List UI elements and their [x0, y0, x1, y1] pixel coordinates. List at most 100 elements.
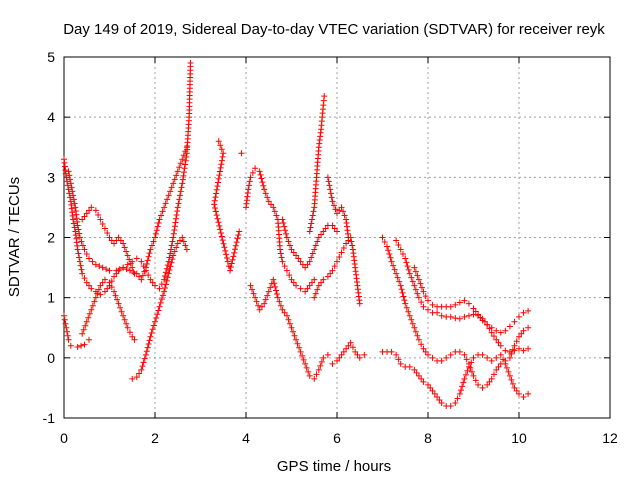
data-point [509, 380, 516, 387]
data-point [144, 344, 151, 351]
data-point [230, 253, 237, 260]
data-point [138, 276, 145, 283]
data-point [123, 266, 130, 273]
data-point [508, 376, 515, 383]
data-point [138, 258, 145, 265]
x-tick-label: 4 [242, 430, 250, 446]
data-point [438, 312, 445, 319]
data-point [97, 216, 104, 223]
data-point [454, 395, 461, 402]
data-point [273, 287, 280, 294]
data-point [164, 196, 171, 203]
data-point [397, 282, 404, 289]
data-point [320, 228, 327, 235]
y-tick-label: 0 [47, 350, 55, 366]
data-point [222, 247, 229, 254]
data-point [158, 212, 165, 219]
data-point [500, 356, 507, 363]
data-point [409, 320, 416, 327]
data-point [273, 291, 280, 298]
data-point [173, 215, 180, 222]
data-point [490, 371, 497, 378]
data-point [411, 282, 418, 289]
data-point [281, 223, 288, 230]
data-point [318, 231, 325, 238]
data-point [286, 320, 293, 327]
data-point [506, 348, 513, 355]
data-point [324, 351, 331, 358]
data-point [221, 244, 228, 251]
data-point [408, 316, 415, 323]
data-point [280, 220, 287, 227]
data-point [311, 294, 318, 301]
data-point [64, 178, 71, 185]
data-point [70, 220, 77, 227]
data-point [215, 179, 222, 186]
data-point [324, 273, 331, 280]
data-point [92, 261, 99, 268]
data-point [69, 188, 76, 195]
data-point [502, 360, 509, 367]
data-point [149, 279, 156, 286]
data-point [82, 322, 89, 329]
y-axis-label: SDTVAR / TECUs [6, 177, 23, 297]
data-point [133, 255, 140, 262]
data-point [77, 262, 84, 269]
data-point [81, 246, 88, 253]
data-point [124, 261, 131, 268]
data-point [114, 296, 121, 303]
data-point [95, 286, 102, 293]
data-point [329, 360, 336, 367]
data-point [279, 216, 286, 223]
data-point [394, 274, 401, 281]
data-point [422, 293, 429, 300]
data-point [285, 316, 292, 323]
data-point [101, 225, 108, 232]
data-point [231, 249, 238, 256]
data-point [227, 264, 234, 271]
data-point [120, 240, 127, 247]
data-point [341, 212, 348, 219]
data-point [452, 301, 459, 308]
data-point [161, 276, 168, 283]
data-point [400, 293, 407, 300]
data-point [415, 294, 422, 301]
data-point [276, 298, 283, 305]
data-point [525, 390, 532, 397]
data-point [272, 283, 279, 290]
data-point [182, 242, 189, 249]
x-tick-label: 2 [151, 430, 159, 446]
data-point [420, 345, 427, 352]
data-point [256, 168, 263, 175]
data-point [401, 297, 408, 304]
data-point [467, 364, 474, 371]
data-point [286, 242, 293, 249]
data-point [71, 200, 78, 207]
data-point [101, 276, 108, 283]
data-point [321, 93, 328, 100]
data-point [88, 204, 95, 211]
data-point [129, 264, 136, 271]
data-point [171, 248, 178, 255]
data-point [256, 306, 263, 313]
data-point [459, 383, 466, 390]
data-point [81, 213, 88, 220]
data-point [168, 242, 175, 249]
data-point [411, 366, 418, 373]
data-point [183, 144, 190, 151]
data-point [405, 266, 412, 273]
data-point [213, 190, 220, 197]
data-point [470, 305, 477, 312]
data-point [217, 229, 224, 236]
data-point [176, 196, 183, 203]
data-point [495, 363, 502, 370]
data-point [463, 356, 470, 363]
data-point [402, 255, 409, 262]
data-point [149, 326, 156, 333]
data-point [488, 375, 495, 382]
x-tick-label: 6 [333, 430, 341, 446]
data-point [61, 312, 67, 319]
data-point [311, 246, 318, 253]
data-point [223, 254, 230, 261]
